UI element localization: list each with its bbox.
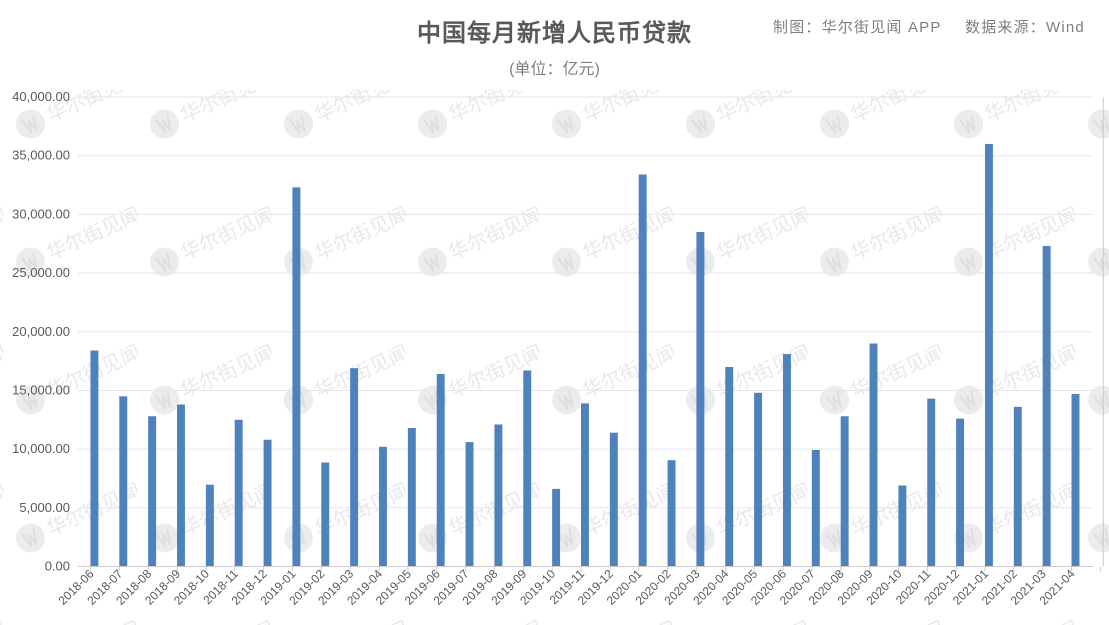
svg-text:40,000.00: 40,000.00 <box>12 89 70 104</box>
svg-text:25,000.00: 25,000.00 <box>12 265 70 280</box>
svg-text:5,000.00: 5,000.00 <box>19 500 70 515</box>
svg-text:15,000.00: 15,000.00 <box>12 382 70 397</box>
svg-text:10,000.00: 10,000.00 <box>12 441 70 456</box>
svg-text:30,000.00: 30,000.00 <box>12 206 70 221</box>
svg-text:0.00: 0.00 <box>45 559 70 574</box>
svg-text:20,000.00: 20,000.00 <box>12 324 70 339</box>
svg-text:35,000.00: 35,000.00 <box>12 148 70 163</box>
